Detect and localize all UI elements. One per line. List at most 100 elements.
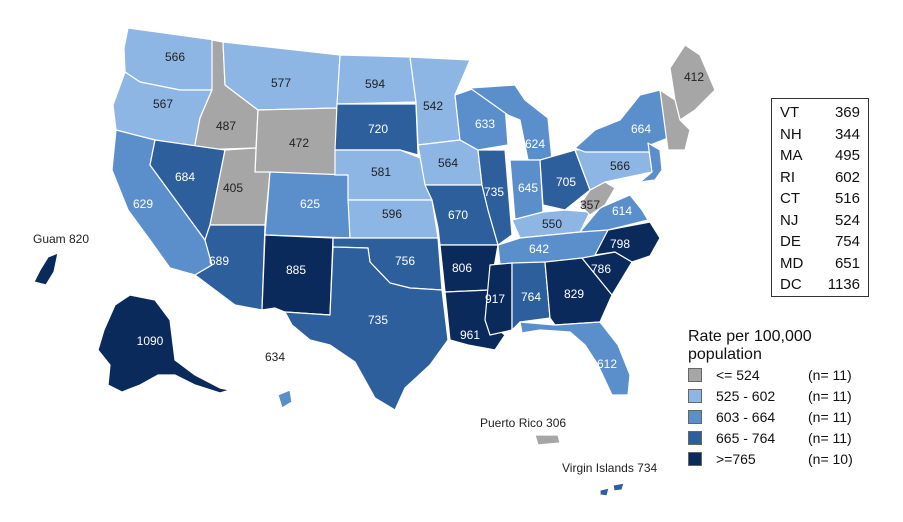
legend-swatch [688, 368, 702, 382]
legend-item: <= 524 (n= 11) [688, 365, 898, 385]
label-me: 412 [684, 70, 704, 84]
small-state-abbr: MA [780, 147, 803, 164]
label-in: 645 [518, 181, 538, 195]
territories: Guam 820 Puerto Rico 306 Virgin Islands … [33, 232, 658, 497]
small-state-row: VT 369 [780, 102, 860, 124]
small-state-value: 369 [834, 104, 860, 121]
state-fl [519, 321, 631, 396]
label-ne: 581 [371, 165, 391, 179]
small-state-abbr: VT [780, 104, 800, 121]
small-state-row: DE 754 [780, 231, 860, 253]
small-state-value: 651 [834, 254, 860, 272]
label-ak: 1090 [137, 334, 164, 348]
label-co: 625 [300, 197, 320, 211]
state-value-labels: 566 567 629 487 684 577 472 405 689 625 … [133, 50, 704, 371]
state-ms [484, 262, 513, 336]
label-az: 689 [209, 254, 229, 268]
small-state-abbr: MD [780, 254, 804, 272]
label-ok: 756 [395, 254, 415, 268]
label-wa: 566 [165, 50, 185, 64]
label-wv: 357 [580, 198, 600, 212]
label-ga: 829 [564, 287, 584, 301]
label-ms: 917 [485, 292, 505, 306]
state-tx [284, 246, 449, 411]
territory-pr-label: Puerto Rico 306 [480, 416, 566, 430]
label-sd: 720 [368, 122, 388, 136]
small-state-row: MA 495 [780, 145, 860, 167]
label-or: 567 [153, 97, 173, 111]
label-il: 735 [484, 185, 504, 199]
label-oh: 705 [556, 175, 576, 189]
label-va: 614 [612, 204, 632, 218]
new-england-small-states [659, 89, 691, 151]
legend-swatch [688, 410, 702, 424]
small-state-row: CT 516 [780, 188, 860, 210]
label-nv: 684 [175, 170, 195, 184]
label-nm: 885 [286, 263, 306, 277]
legend-item: 603 - 664 (n= 11) [688, 407, 898, 427]
label-fl: 612 [597, 357, 617, 371]
label-la: 961 [460, 328, 480, 342]
legend-item: 525 - 602 (n= 11) [688, 386, 898, 406]
small-state-abbr: NH [780, 125, 802, 143]
legend-range: >=765 [716, 451, 756, 467]
small-state-abbr: RI [780, 168, 795, 186]
legend-swatch [688, 431, 702, 445]
small-states-table: VT 369 NH 344 MA 495 RI 602 CT 516 NJ 524 DE 75… [771, 98, 869, 297]
state-shapes [97, 27, 716, 411]
label-wi: 633 [475, 117, 495, 131]
small-state-value: 495 [834, 147, 860, 164]
state-sd [334, 103, 419, 156]
small-state-value: 344 [834, 125, 860, 143]
legend-count: (n= 11) [808, 409, 852, 425]
legend-range: 525 - 602 [716, 388, 776, 404]
label-al: 764 [521, 290, 541, 304]
label-nd: 594 [365, 77, 385, 91]
legend-count: (n= 11) [808, 430, 852, 446]
territory-guam-shape [33, 252, 59, 286]
small-state-row: RI 602 [780, 167, 860, 189]
small-state-row: DC 1136 [780, 274, 860, 296]
small-state-value: 1136 [827, 276, 860, 293]
small-state-value: 754 [834, 233, 860, 250]
state-oh [539, 149, 591, 211]
legend-item: 665 - 764 (n= 11) [688, 428, 898, 448]
label-ar: 806 [452, 261, 472, 275]
label-ca: 629 [133, 197, 153, 211]
label-ks: 596 [382, 207, 402, 221]
small-state-abbr: DC [780, 276, 802, 293]
legend-range: 665 - 764 [716, 430, 776, 446]
legend-title: Rate per 100,000 [688, 328, 812, 345]
legend-swatch [688, 452, 702, 466]
label-mt: 577 [271, 76, 291, 90]
label-id: 487 [216, 119, 236, 133]
label-tx: 735 [368, 313, 388, 327]
mid-atlantic-small-states [639, 142, 663, 183]
legend-range: <= 524 [716, 367, 760, 383]
state-ny [574, 89, 669, 153]
legend-item: >=765 (n= 10) [688, 449, 898, 469]
small-state-row: NJ 524 [780, 210, 860, 232]
legend-title-line2: population [688, 346, 762, 363]
territory-vi-label: Virgin Islands 734 [562, 461, 658, 475]
territory-pr-shape [534, 434, 561, 446]
label-mn: 542 [423, 99, 443, 113]
small-state-row: NH 344 [780, 124, 860, 146]
legend-count: (n= 11) [808, 367, 852, 383]
label-ky: 550 [542, 217, 562, 231]
small-state-value: 524 [834, 211, 860, 229]
small-state-abbr: CT [780, 190, 800, 207]
state-hi [277, 389, 293, 409]
legend-count: (n= 10) [808, 451, 853, 467]
small-state-value: 602 [834, 168, 860, 186]
label-nc: 798 [610, 237, 630, 251]
label-mo: 670 [448, 208, 468, 222]
small-state-value: 516 [834, 190, 860, 207]
state-al [511, 261, 551, 331]
map-legend: Rate per 100,000 population <= 524 (n= 1… [688, 328, 898, 469]
label-tn: 642 [529, 242, 549, 256]
small-state-abbr: NJ [780, 211, 799, 229]
small-state-abbr: DE [780, 233, 801, 250]
label-mi: 624 [525, 137, 545, 151]
